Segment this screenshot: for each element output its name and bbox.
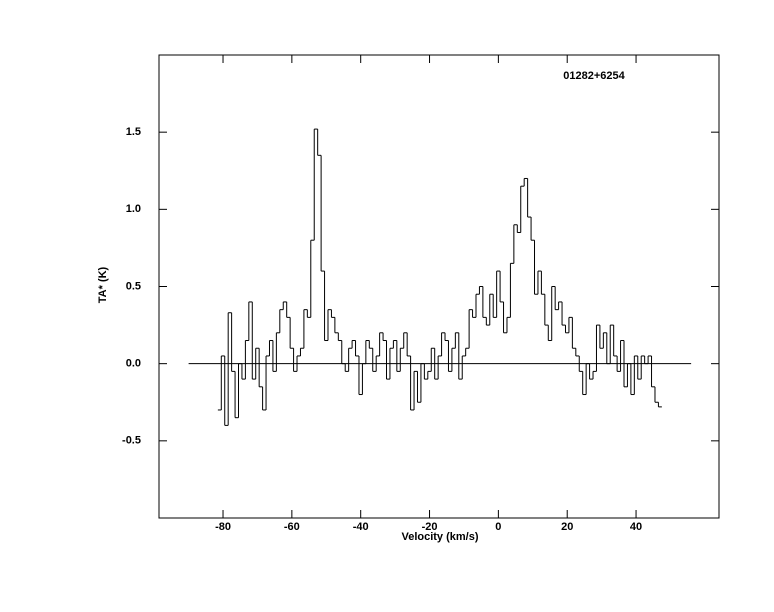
- x-tick-label: 0: [495, 521, 501, 533]
- y-axis-label: TA* (K): [97, 266, 109, 303]
- annotation: 01282+6254: [563, 70, 625, 82]
- y-tick-label: -0.5: [122, 435, 141, 447]
- y-tick-label: 1.0: [126, 203, 141, 215]
- x-tick-label: -20: [422, 521, 438, 533]
- x-axis-label: Velocity (km/s): [401, 531, 478, 543]
- x-tick-label: 40: [630, 521, 642, 533]
- y-tick-label: 0.0: [126, 358, 141, 370]
- x-tick-label: -40: [353, 521, 369, 533]
- y-tick-label: 0.5: [126, 280, 141, 292]
- plot-frame: [158, 54, 720, 519]
- y-tick-label: 1.5: [126, 126, 141, 138]
- x-tick-label: 20: [561, 521, 573, 533]
- x-tick-label: -80: [215, 521, 231, 533]
- step-connector: [220, 129, 659, 426]
- x-tick-label: -60: [284, 521, 300, 533]
